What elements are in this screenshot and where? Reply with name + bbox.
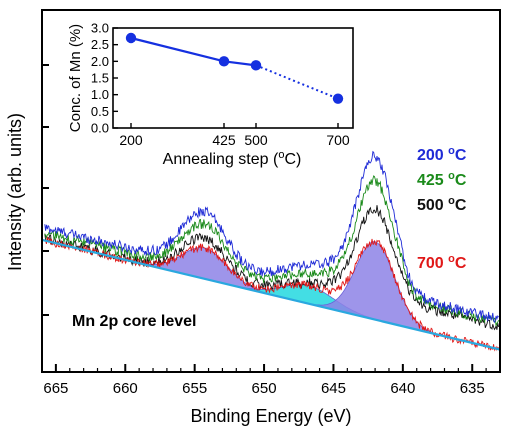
- inset-x-label: Annealing step (oC): [163, 149, 302, 168]
- inset-y-tick-label: 2.5: [91, 37, 109, 52]
- core-level-annotation: Mn 2p core level: [72, 313, 197, 330]
- inset-y-tick-label: 3.0: [91, 21, 109, 36]
- inset-y-tick-label: 1.5: [91, 71, 109, 86]
- legend-500: 500 oC: [417, 195, 467, 214]
- inset-chart: 0.0 0.5 1.01.5 2.0 2.53.0 200 425 500 700 Conc.…: [67, 21, 354, 168]
- spectrum-line: [44, 150, 499, 324]
- inset-point: [250, 60, 262, 71]
- y-ticks: [42, 64, 49, 316]
- legend-425: 425 oC: [417, 170, 467, 189]
- inset-x-tick-label: 425: [212, 132, 236, 148]
- x-tick-label: 665: [43, 380, 68, 397]
- main-plot-frame: [41, 9, 501, 373]
- legend: 200 oC 425 oC 500 oC 700 oC: [417, 145, 467, 272]
- inset-x-ticks: 200 425 500 700: [119, 123, 350, 148]
- background-line: [43, 238, 499, 351]
- x-tick-label: 655: [182, 380, 207, 397]
- inset-x-tick-label: 500: [244, 132, 268, 148]
- inset-y-tick-label: 1.0: [91, 87, 109, 102]
- inset-y-label: Conc. of Mn (%): [67, 24, 84, 132]
- inset-y-ticks: 0.0 0.5 1.01.5 2.0 2.53.0: [91, 21, 118, 136]
- x-axis-label: Binding Energy (eV): [190, 406, 351, 426]
- x-tick-label: 635: [460, 380, 485, 397]
- inset-y-tick-label: 0.0: [91, 121, 109, 136]
- inset-series: [125, 32, 344, 104]
- legend-700: 700 oC: [417, 253, 467, 272]
- inset-x-tick-label: 700: [326, 132, 350, 148]
- inset-point: [218, 56, 230, 67]
- inset-y-tick-label: 0.5: [91, 104, 109, 119]
- inset-x-tick-label: 200: [119, 132, 143, 148]
- inset-point: [125, 32, 137, 44]
- legend-200: 200 oC: [417, 145, 467, 164]
- x-ticks: 665 660 655 650 645 640 635: [41, 364, 501, 397]
- inset-background: [113, 28, 353, 128]
- y-axis-label: Intensity (arb. units): [5, 113, 25, 271]
- inset-point: [332, 93, 344, 104]
- x-tick-label: 650: [252, 380, 277, 397]
- x-tick-label: 660: [113, 380, 138, 397]
- spectrum-line: [44, 205, 499, 331]
- x-tick-label: 640: [390, 380, 415, 397]
- inset-y-tick-label: 2.0: [91, 54, 109, 69]
- x-tick-label: 645: [321, 380, 346, 397]
